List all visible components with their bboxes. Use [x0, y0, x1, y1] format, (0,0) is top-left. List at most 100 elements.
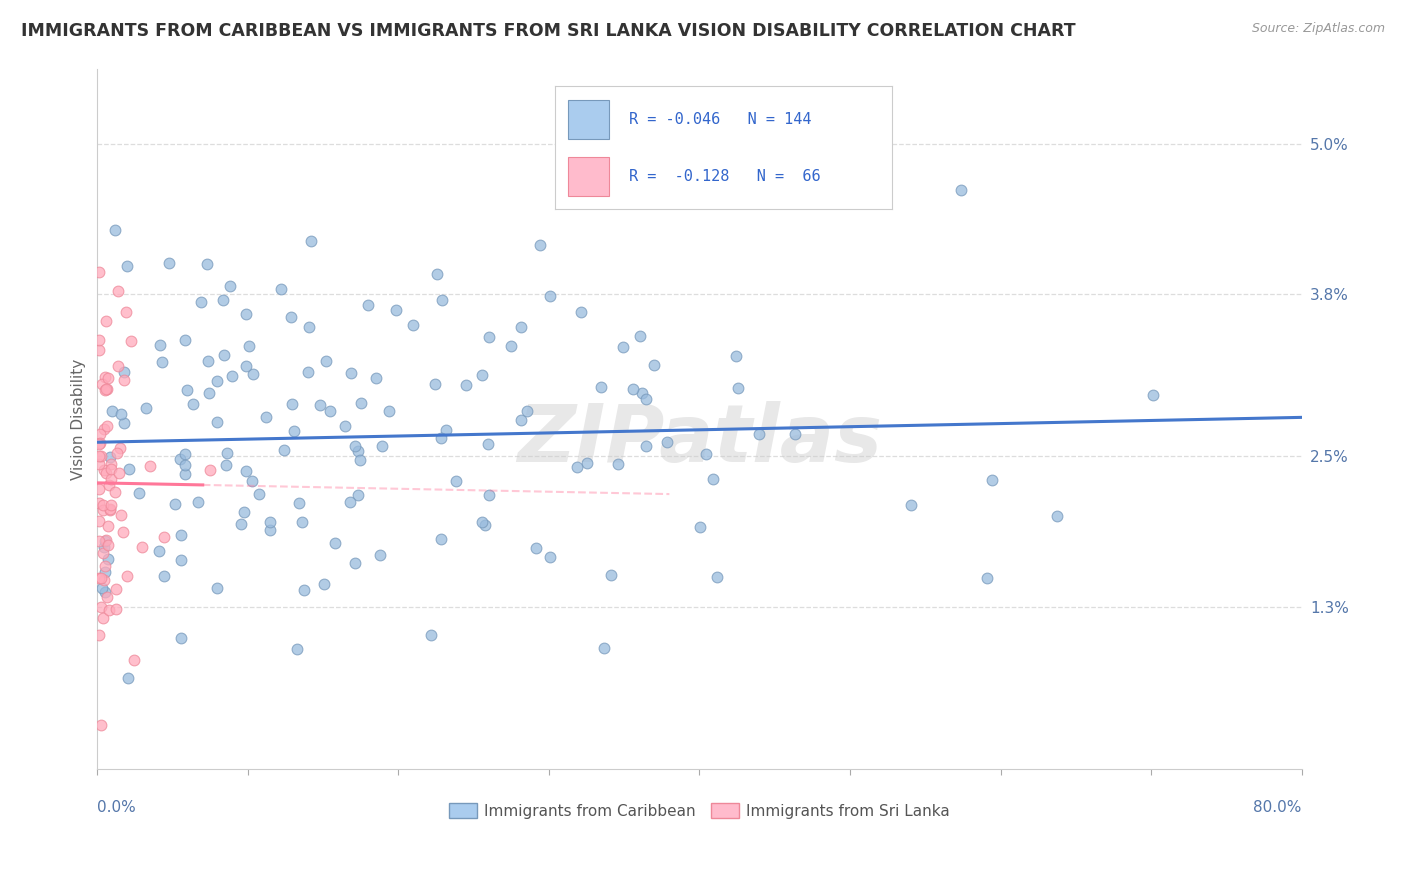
- Point: [478, 488, 501, 502]
- Point: [170, 527, 193, 541]
- Point: [90, 599, 112, 614]
- Point: [291, 515, 314, 529]
- Point: [104, 223, 127, 237]
- Point: [621, 382, 644, 396]
- Point: [94, 313, 117, 327]
- Point: [96, 382, 118, 396]
- Point: [589, 380, 612, 394]
- Point: [727, 381, 749, 395]
- Point: [477, 437, 499, 451]
- Point: [200, 463, 222, 477]
- Point: [423, 377, 446, 392]
- Point: [689, 520, 711, 534]
- Text: IMMIGRANTS FROM CARIBBEAN VS IMMIGRANTS FROM SRI LANKA VISION DISABILITY CORRELA: IMMIGRANTS FROM CARIBBEAN VS IMMIGRANTS …: [21, 22, 1076, 40]
- Point: [157, 256, 180, 270]
- Point: [197, 354, 219, 368]
- Point: [612, 340, 634, 354]
- Point: [510, 413, 533, 427]
- Point: [299, 234, 322, 248]
- Point: [346, 488, 368, 502]
- Point: [569, 305, 592, 319]
- Point: [900, 498, 922, 512]
- Point: [131, 541, 153, 555]
- Point: [174, 467, 197, 481]
- Point: [242, 367, 264, 381]
- Point: [94, 467, 117, 481]
- Point: [97, 538, 120, 552]
- Point: [122, 653, 145, 667]
- Point: [628, 329, 651, 343]
- Point: [89, 437, 111, 451]
- Point: [96, 419, 118, 434]
- Point: [98, 502, 121, 516]
- Point: [233, 505, 256, 519]
- Point: [97, 552, 120, 566]
- Point: [205, 581, 228, 595]
- Point: [350, 395, 373, 409]
- Point: [524, 541, 547, 555]
- Legend: Immigrants from Caribbean, Immigrants from Sri Lanka: Immigrants from Caribbean, Immigrants fr…: [443, 797, 956, 825]
- Point: [364, 371, 387, 385]
- Point: [87, 514, 110, 528]
- Point: [100, 498, 122, 512]
- Point: [474, 517, 496, 532]
- Point: [97, 518, 120, 533]
- Point: [93, 565, 115, 579]
- Point: [259, 523, 281, 537]
- Point: [478, 329, 501, 343]
- Point: [90, 449, 112, 463]
- Point: [89, 426, 111, 441]
- Point: [748, 426, 770, 441]
- Point: [429, 533, 451, 547]
- Point: [254, 410, 277, 425]
- Point: [169, 452, 191, 467]
- Point: [346, 444, 368, 458]
- Point: [207, 374, 229, 388]
- Point: [343, 439, 366, 453]
- Point: [565, 460, 588, 475]
- Point: [214, 349, 236, 363]
- Point: [100, 461, 122, 475]
- Point: [309, 398, 332, 412]
- Point: [128, 485, 150, 500]
- Point: [104, 484, 127, 499]
- Point: [420, 627, 443, 641]
- Point: [89, 450, 111, 464]
- Point: [695, 447, 717, 461]
- Point: [631, 386, 654, 401]
- Point: [212, 293, 235, 307]
- Point: [135, 401, 157, 415]
- Point: [426, 267, 449, 281]
- Point: [529, 238, 551, 252]
- Point: [117, 671, 139, 685]
- Point: [87, 343, 110, 358]
- Point: [981, 473, 1004, 487]
- Point: [298, 320, 321, 334]
- Point: [94, 370, 117, 384]
- Point: [149, 338, 172, 352]
- Point: [87, 627, 110, 641]
- Point: [339, 495, 361, 509]
- Point: [323, 536, 346, 550]
- Point: [100, 472, 122, 486]
- Point: [702, 472, 724, 486]
- Point: [90, 376, 112, 391]
- Point: [501, 339, 523, 353]
- Point: [94, 584, 117, 599]
- Point: [238, 339, 260, 353]
- Point: [368, 549, 391, 563]
- Point: [235, 359, 257, 373]
- Point: [91, 546, 114, 560]
- Point: [432, 293, 454, 308]
- Point: [97, 371, 120, 385]
- Point: [97, 477, 120, 491]
- Point: [98, 450, 121, 465]
- Point: [89, 436, 111, 450]
- Point: [221, 369, 243, 384]
- Point: [198, 386, 221, 401]
- Point: [118, 462, 141, 476]
- Point: [643, 358, 665, 372]
- Point: [90, 718, 112, 732]
- Point: [139, 458, 162, 473]
- Point: [121, 334, 143, 348]
